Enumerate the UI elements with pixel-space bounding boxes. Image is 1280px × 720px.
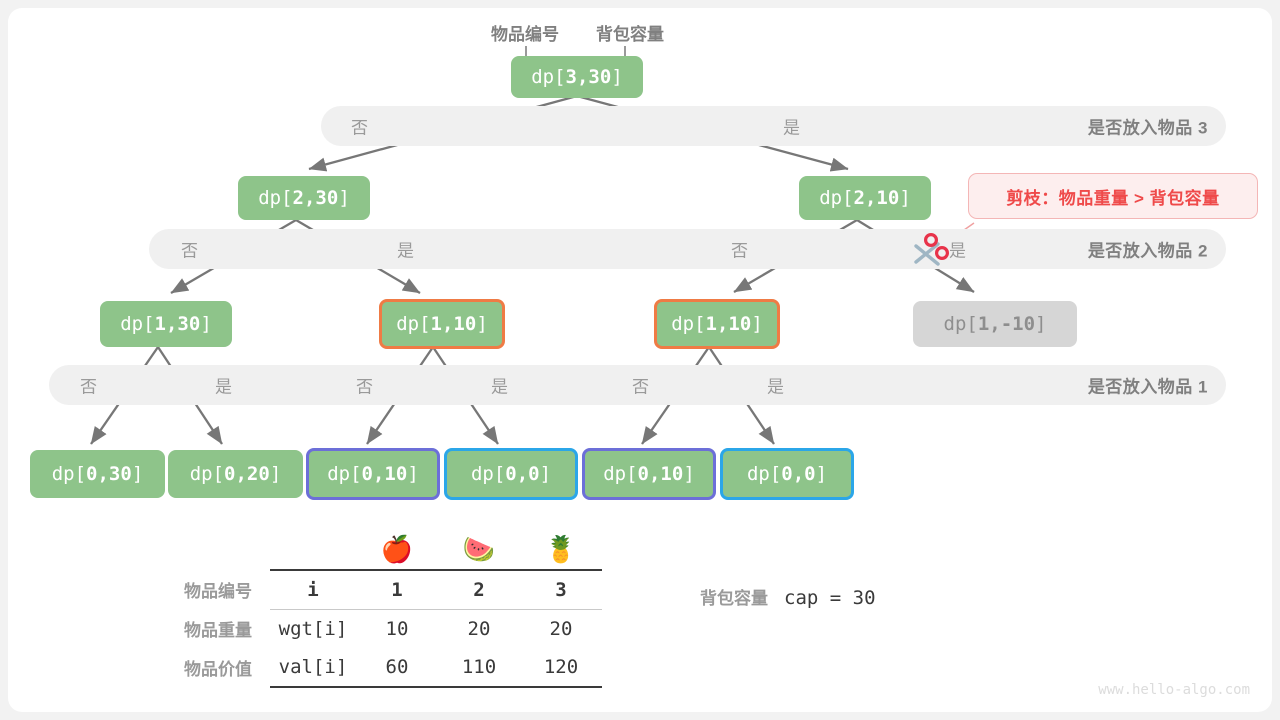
node-dp-2-30[interactable]: dp[2,30]	[238, 176, 370, 220]
leaf-dp-0-10-b-label: dp[0,10]	[603, 463, 695, 485]
cell-val-2: 110	[438, 648, 520, 688]
table-row-index: 物品编号 i 1 2 3	[184, 569, 602, 610]
capacity-note: 背包容量 cap = 30	[700, 584, 876, 609]
decision-band-item-3: 否 是 是否放入物品 3	[321, 106, 1226, 146]
node-dp-2-10-label: dp[2,10]	[819, 187, 911, 209]
band1-label-no-3: 否	[632, 377, 649, 397]
leaf-dp-0-20[interactable]: dp[0,20]	[168, 450, 303, 498]
node-dp-1-10-dup-b-label: dp[1,10]	[671, 313, 763, 335]
band2-title: 是否放入物品 2	[1087, 241, 1208, 261]
items-table: 🍎 🍉 🍍 物品编号 i 1 2 3 物品重量 wgt[i] 10 20 20 …	[184, 529, 602, 688]
cell-key-i: i	[270, 569, 356, 610]
cell-index-2: 2	[438, 569, 520, 610]
cell-index-1: 1	[356, 569, 438, 610]
table-row-emoji: 🍎 🍉 🍍	[184, 529, 602, 570]
prune-callout-text: 剪枝：物品重量 > 背包容量	[1006, 188, 1220, 208]
capacity-label: 背包容量	[700, 589, 768, 608]
node-dp-1-10-dup-b[interactable]: dp[1,10]	[654, 299, 780, 349]
leaf-dp-0-30[interactable]: dp[0,30]	[30, 450, 165, 498]
decision-band-item-1: 否 是 否 是 否 是 是否放入物品 1	[49, 365, 1226, 405]
emoji-watermelon: 🍉	[462, 534, 496, 564]
cell-wgt-2: 20	[438, 609, 520, 648]
table-row-value: 物品价值 val[i] 60 110 120	[184, 648, 602, 688]
node-dp-1-minus10-label: dp[1,-10]	[943, 313, 1047, 335]
watermark: www.hello-algo.com	[1098, 682, 1250, 698]
leaf-dp-0-0-a-label: dp[0,0]	[470, 463, 552, 485]
cell-index-3: 3	[520, 569, 602, 610]
node-dp-2-10[interactable]: dp[2,10]	[799, 176, 931, 220]
diagram-canvas: 物品编号 背包容量 否 是 是否放入物品 3 否 是 否 是 是否放入物品 2 …	[8, 8, 1272, 712]
row-head-item-weight: 物品重量	[184, 621, 252, 641]
node-dp-3-30-label: dp[3,30]	[531, 66, 623, 88]
row-head-item-value: 物品价值	[184, 660, 252, 679]
cell-val-1: 60	[356, 648, 438, 688]
table-row-weight: 物品重量 wgt[i] 10 20 20	[184, 609, 602, 648]
leaf-dp-0-20-label: dp[0,20]	[189, 463, 282, 485]
row-head-item-index: 物品编号	[184, 582, 252, 602]
band1-label-yes-2: 是	[491, 377, 508, 397]
band2-label-no-2: 否	[731, 241, 748, 261]
band2-label-yes-1: 是	[397, 241, 414, 261]
band2-label-no-1: 否	[181, 241, 198, 261]
leaf-dp-0-0-b[interactable]: dp[0,0]	[720, 448, 854, 500]
leaf-dp-0-10-b[interactable]: dp[0,10]	[582, 448, 716, 500]
band1-label-yes-3: 是	[767, 377, 784, 397]
node-dp-1-30[interactable]: dp[1,30]	[100, 301, 232, 347]
emoji-apple: 🍎	[380, 534, 414, 564]
node-dp-3-30[interactable]: dp[3,30]	[511, 56, 643, 98]
head-label-item-index: 物品编号	[491, 25, 559, 44]
decision-band-item-2: 否 是 否 是 是否放入物品 2	[149, 229, 1226, 269]
node-dp-1-minus10-pruned[interactable]: dp[1,-10]	[913, 301, 1077, 347]
band3-title: 是否放入物品 3	[1087, 118, 1208, 138]
node-dp-1-30-label: dp[1,30]	[120, 313, 212, 335]
prune-callout: 剪枝：物品重量 > 背包容量	[968, 173, 1258, 219]
cell-key-wgt: wgt[i]	[270, 609, 356, 648]
leaf-dp-0-0-b-label: dp[0,0]	[746, 463, 828, 485]
head-label-capacity: 背包容量	[596, 25, 664, 44]
leaf-dp-0-0-a[interactable]: dp[0,0]	[444, 448, 578, 500]
band1-title: 是否放入物品 1	[1087, 377, 1208, 397]
cell-wgt-1: 10	[356, 609, 438, 648]
band3-label-no: 否	[351, 118, 368, 138]
band2-label-yes-2: 是	[949, 241, 966, 261]
node-dp-2-30-label: dp[2,30]	[258, 187, 350, 209]
capacity-expression: cap = 30	[784, 587, 876, 609]
leaf-dp-0-10-a-label: dp[0,10]	[327, 463, 419, 485]
leaf-dp-0-30-label: dp[0,30]	[51, 463, 144, 485]
cell-val-3: 120	[520, 648, 602, 688]
emoji-pineapple: 🍍	[544, 534, 578, 564]
cell-key-val: val[i]	[270, 648, 356, 688]
node-dp-1-10-dup-a-label: dp[1,10]	[396, 313, 488, 335]
band3-label-yes: 是	[783, 118, 800, 138]
band1-label-yes-1: 是	[215, 377, 232, 397]
band1-label-no-2: 否	[356, 377, 373, 397]
leaf-dp-0-10-a[interactable]: dp[0,10]	[306, 448, 440, 500]
band1-label-no-1: 否	[80, 377, 97, 397]
node-dp-1-10-dup-a[interactable]: dp[1,10]	[379, 299, 505, 349]
cell-wgt-3: 20	[520, 609, 602, 648]
